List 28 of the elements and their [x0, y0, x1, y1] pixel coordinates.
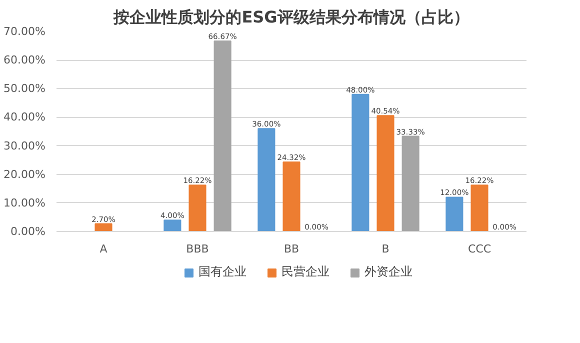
x-tick-label: B [382, 242, 390, 256]
y-tick-label: 20.00% [4, 168, 46, 181]
y-tick-label: 60.00% [4, 54, 46, 67]
y-tick-label: 10.00% [4, 196, 46, 210]
x-tick-label: BB [284, 242, 300, 256]
bar [376, 115, 394, 232]
bar [352, 94, 370, 232]
y-tick-label: 70.00% [4, 25, 46, 38]
legend-label: 民营企业 [282, 264, 330, 280]
bar [402, 136, 420, 232]
bar [188, 184, 206, 232]
y-tick-label: 0.00% [10, 225, 46, 238]
x-tick-label: A [100, 242, 108, 256]
x-tick-label: CCC [468, 242, 492, 256]
bar [258, 128, 276, 232]
legend-label: 外资企业 [364, 264, 412, 280]
bar [214, 40, 232, 232]
y-tick-label: 50.00% [4, 82, 46, 96]
bar [470, 184, 488, 232]
y-tick-label: 30.00% [4, 139, 46, 152]
legend-label: 国有企业 [198, 264, 246, 280]
x-tick-label: BBB [186, 242, 209, 256]
bar [282, 162, 300, 232]
y-tick-label: 40.00% [4, 110, 46, 124]
bar [94, 223, 112, 232]
chart-title: 按企业性质划分的ESG评级结果分布情况（占比） [112, 8, 470, 26]
bar [164, 220, 182, 232]
bar [446, 196, 464, 232]
